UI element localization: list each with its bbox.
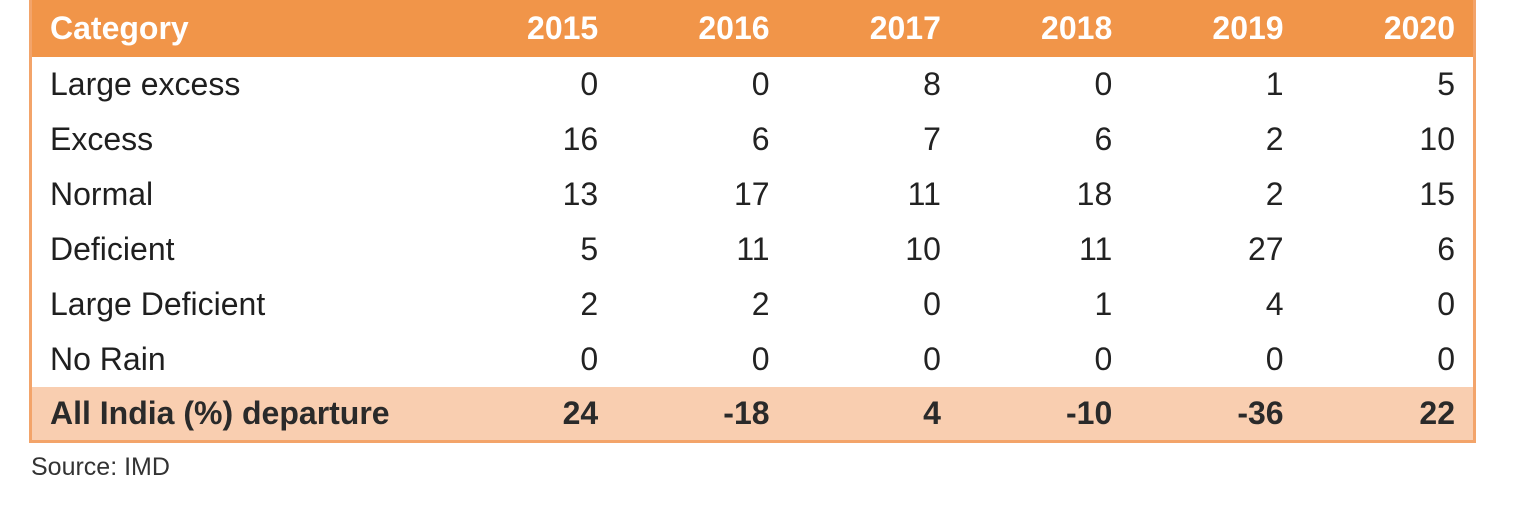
table-row: Large Deficient 2 2 0 1 4 0	[32, 277, 1473, 332]
cell-value: 5	[1437, 66, 1455, 102]
cell-value: 16	[562, 121, 599, 157]
table-row: Excess 16 6 7 6 2 10	[32, 112, 1473, 167]
cell-value: 27	[1247, 231, 1284, 267]
cell-value: 13	[562, 176, 599, 212]
cell-value: 0	[1437, 341, 1455, 377]
row-category: No Rain	[50, 341, 166, 377]
cell-value: 6	[1437, 231, 1455, 267]
column-header-year: 2019	[1212, 10, 1284, 46]
row-category: Deficient	[50, 231, 175, 267]
cell-value: 0	[580, 341, 599, 377]
cell-value: 7	[923, 121, 941, 157]
cell-value: 10	[905, 231, 941, 267]
cell-value: 0	[580, 66, 599, 102]
table-row: No Rain 0 0 0 0 0 0	[32, 332, 1473, 387]
cell-value: 11	[1079, 231, 1113, 267]
column-header-category: Category	[50, 10, 189, 46]
row-category: Excess	[50, 121, 154, 157]
cell-value: 0	[1094, 341, 1113, 377]
cell-value: 18	[1076, 176, 1113, 212]
cell-value: 4	[1265, 286, 1284, 322]
cell-value: 10	[1419, 121, 1455, 157]
cell-value: 6	[751, 121, 770, 157]
cell-value: 0	[1094, 66, 1113, 102]
rainfall-table: Category 2015 2016 2017 2018 2019 2020 L…	[29, 0, 1476, 443]
total-value: 4	[923, 395, 941, 431]
row-category: Large Deficient	[50, 286, 266, 322]
total-row: All India (%) departure 24 -18 4 -10 -36…	[32, 387, 1473, 440]
cell-value: 15	[1419, 176, 1455, 212]
column-header-year: 2018	[1041, 10, 1113, 46]
data-table: Category 2015 2016 2017 2018 2019 2020 L…	[32, 0, 1473, 440]
cell-value: 6	[1094, 121, 1113, 157]
cell-value: 0	[1437, 286, 1455, 322]
total-value: -36	[1237, 395, 1284, 431]
table-row: Large excess 0 0 8 0 1 5	[32, 57, 1473, 112]
cell-value: 2	[580, 286, 599, 322]
row-category: Normal	[50, 176, 154, 212]
cell-value: 17	[733, 176, 770, 212]
total-row-label: All India (%) departure	[50, 395, 390, 431]
total-value: -18	[723, 395, 770, 431]
cell-value: 0	[923, 286, 941, 322]
column-header-year: 2017	[869, 10, 941, 46]
total-value: -10	[1065, 395, 1113, 431]
cell-value: 2	[751, 286, 770, 322]
cell-value: 5	[580, 231, 599, 267]
row-category: Large excess	[50, 66, 241, 102]
header-row: Category 2015 2016 2017 2018 2019 2020	[32, 0, 1473, 57]
column-header-year: 2015	[527, 10, 599, 46]
cell-value: 0	[751, 341, 770, 377]
cell-value: 2	[1265, 176, 1284, 212]
cell-value: 1	[1265, 66, 1284, 102]
cell-value: 1	[1094, 286, 1113, 322]
total-value: 22	[1419, 395, 1455, 431]
cell-value: 0	[751, 66, 770, 102]
cell-value: 0	[1265, 341, 1284, 377]
table-row: Normal 13 17 11 18 2 15	[32, 167, 1473, 222]
column-header-year: 2016	[698, 10, 770, 46]
cell-value: 0	[923, 341, 941, 377]
cell-value: 11	[907, 176, 941, 212]
source-note: Source: IMD	[31, 453, 170, 481]
cell-value: 8	[923, 66, 941, 102]
cell-value: 2	[1265, 121, 1284, 157]
column-header-year: 2020	[1383, 10, 1455, 46]
cell-value: 11	[736, 231, 770, 267]
total-value: 24	[562, 395, 599, 431]
table-row: Deficient 5 11 10 11 27 6	[32, 222, 1473, 277]
